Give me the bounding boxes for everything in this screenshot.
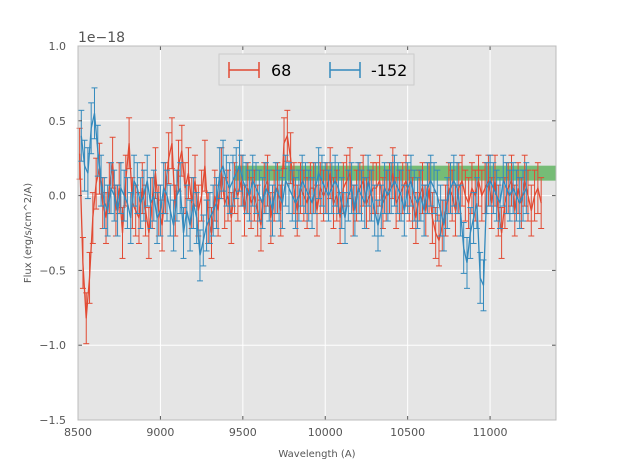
- x-tick-label: 10000: [308, 426, 343, 439]
- x-axis-label: Wavelength (A): [278, 449, 355, 460]
- x-tick-label: 9000: [146, 426, 174, 439]
- series-1: [78, 87, 530, 312]
- y-tick-label: −1.0: [39, 339, 66, 352]
- series-line: [78, 133, 542, 319]
- legend-item-152: -152: [329, 61, 407, 80]
- y-tick-label: −1.5: [39, 414, 66, 427]
- legend-label-68: 68: [271, 61, 291, 80]
- y-tick-label: 0.0: [49, 190, 67, 203]
- y-tick-label: −0.5: [39, 264, 66, 277]
- x-tick-label: 9500: [229, 426, 257, 439]
- y-tick-label: 0.5: [49, 115, 67, 128]
- legend-item-68: 68: [228, 61, 291, 80]
- legend: 68 -152: [218, 53, 415, 86]
- y-offset-label: 1e−18: [78, 30, 125, 46]
- legend-label-152: -152: [371, 61, 407, 80]
- series-layer: [76, 87, 545, 345]
- x-tick-label: 10500: [390, 426, 425, 439]
- series-line: [80, 113, 527, 286]
- y-tick-label: 1.0: [49, 40, 67, 53]
- axes: 8500 9000 9500 10000 10500 11000 1.0 0.5 0.0 −0.5…: [39, 40, 557, 439]
- x-tick-label: 11000: [473, 426, 508, 439]
- plot-frame: [77, 45, 557, 421]
- y-axis-label: Flux (erg/s/cm^2/A): [23, 183, 34, 283]
- x-tick-label: 8500: [64, 426, 92, 439]
